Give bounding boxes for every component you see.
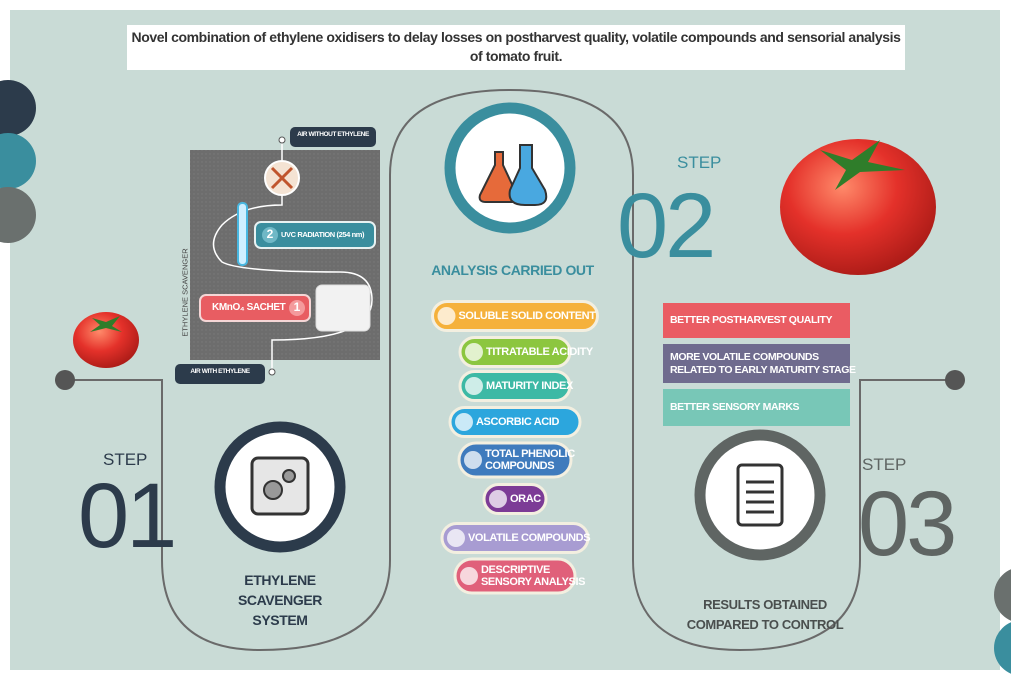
clipboard-lines xyxy=(746,480,774,514)
uvc-lamp xyxy=(237,202,248,266)
result-label: BETTER POSTHARVEST QUALITY xyxy=(670,314,833,326)
analysis-label: MATURITY INDEX xyxy=(486,380,573,392)
analysis-label: ORAC xyxy=(510,493,541,505)
uvc-number-badge xyxy=(262,227,278,243)
connector-path xyxy=(65,88,955,652)
analysis-pill xyxy=(453,557,577,595)
air-dot xyxy=(268,368,276,376)
tomato-stem xyxy=(820,140,905,190)
deco-circle xyxy=(994,569,1011,621)
connector-dot xyxy=(945,370,965,390)
gear-icon xyxy=(282,469,296,483)
scavenger-side-label: ETHYLENE SCAVENGER xyxy=(180,248,190,337)
deco-circle xyxy=(0,133,36,189)
analysis-pill xyxy=(448,406,582,438)
analysis-pill xyxy=(458,370,572,402)
step-label: STEP xyxy=(862,455,907,474)
analysis-label: DESCRIPTIVE xyxy=(481,564,550,576)
result-box xyxy=(663,303,850,338)
analysis-icon xyxy=(464,451,482,469)
gear-icon xyxy=(263,480,283,500)
step-label: STEP xyxy=(103,450,148,469)
tomato-stem xyxy=(90,316,122,332)
analysis-icon xyxy=(437,307,456,325)
fan-blades xyxy=(270,166,294,190)
analysis-pill xyxy=(458,336,572,368)
step2-caption: ANALYSIS CARRIED OUT xyxy=(431,262,594,278)
kmno4-number: 1 xyxy=(293,300,301,314)
kmno4-pill xyxy=(199,294,311,322)
deco-circle xyxy=(994,622,1011,674)
caption-line: SCAVENGER xyxy=(237,592,323,608)
analysis-icon xyxy=(465,343,483,361)
result-label: BETTER SENSORY MARKS xyxy=(670,401,800,413)
step-label: STEP xyxy=(677,153,722,172)
deco-circle xyxy=(0,187,36,243)
air-in-label: AIR WITH ETHYLENE xyxy=(190,368,250,375)
caption-line: COMPARED TO CONTROL xyxy=(686,617,844,632)
analysis-label: VOLATILE COMPOUNDS xyxy=(468,532,591,544)
air-out-label: AIR WITHOUT ETHYLENE xyxy=(297,131,369,138)
analysis-label: SENSORY ANALYSIS xyxy=(481,576,586,588)
air-dot xyxy=(278,136,286,144)
analysis-label: TITRATABLE ACIDITY xyxy=(486,346,593,358)
analysis-icon xyxy=(489,490,507,508)
connector-dot xyxy=(55,370,75,390)
caption-line: SYSTEM xyxy=(252,612,308,628)
uvc-pill xyxy=(254,221,376,249)
analysis-label: COMPOUNDS xyxy=(485,460,555,472)
step-number: 03 xyxy=(858,473,957,575)
kmno4-label: KMnO₄ SACHET xyxy=(212,302,286,313)
result-box xyxy=(663,344,850,383)
air-in-pill xyxy=(175,364,265,384)
caption-line: ETHYLENE xyxy=(244,572,316,588)
result-label: RELATED TO EARLY MATURITY STAGE xyxy=(670,363,856,376)
clipboard-icon xyxy=(736,463,784,527)
analysis-label: ASCORBIC ACID xyxy=(476,416,560,428)
analysis-pill xyxy=(431,300,599,332)
title: Novel combination of ethylene oxidisers … xyxy=(131,29,901,64)
analysis-label: TOTAL PHENOLIC xyxy=(485,448,575,460)
title-box xyxy=(127,25,905,70)
flask-icon xyxy=(508,144,548,206)
analysis-pill xyxy=(440,522,590,554)
kmno4-number-badge xyxy=(289,300,305,316)
analysis-icon xyxy=(455,413,473,431)
result-label: MORE VOLATILE COMPOUNDS xyxy=(670,350,819,363)
caption-line: RESULTS OBTAINED xyxy=(703,597,827,612)
tomato-small xyxy=(73,312,139,368)
result-box xyxy=(663,389,850,426)
analysis-pill xyxy=(457,441,573,479)
analysis-label: SOLUBLE SOLID CONTENT xyxy=(458,310,596,322)
step-number: 02 xyxy=(617,175,716,277)
air-out-pill xyxy=(290,127,376,147)
tomato-large xyxy=(780,139,936,275)
step2-circle xyxy=(444,102,576,234)
step-number: 01 xyxy=(78,465,177,567)
sachet xyxy=(315,284,371,332)
deco-circle xyxy=(0,80,36,136)
analysis-icon xyxy=(460,567,478,585)
analysis-icon xyxy=(465,377,483,395)
uvc-label: UVC RADIATION (254 nm) xyxy=(281,230,365,239)
uvc-number: 2 xyxy=(266,227,274,241)
analysis-icon xyxy=(447,529,465,547)
